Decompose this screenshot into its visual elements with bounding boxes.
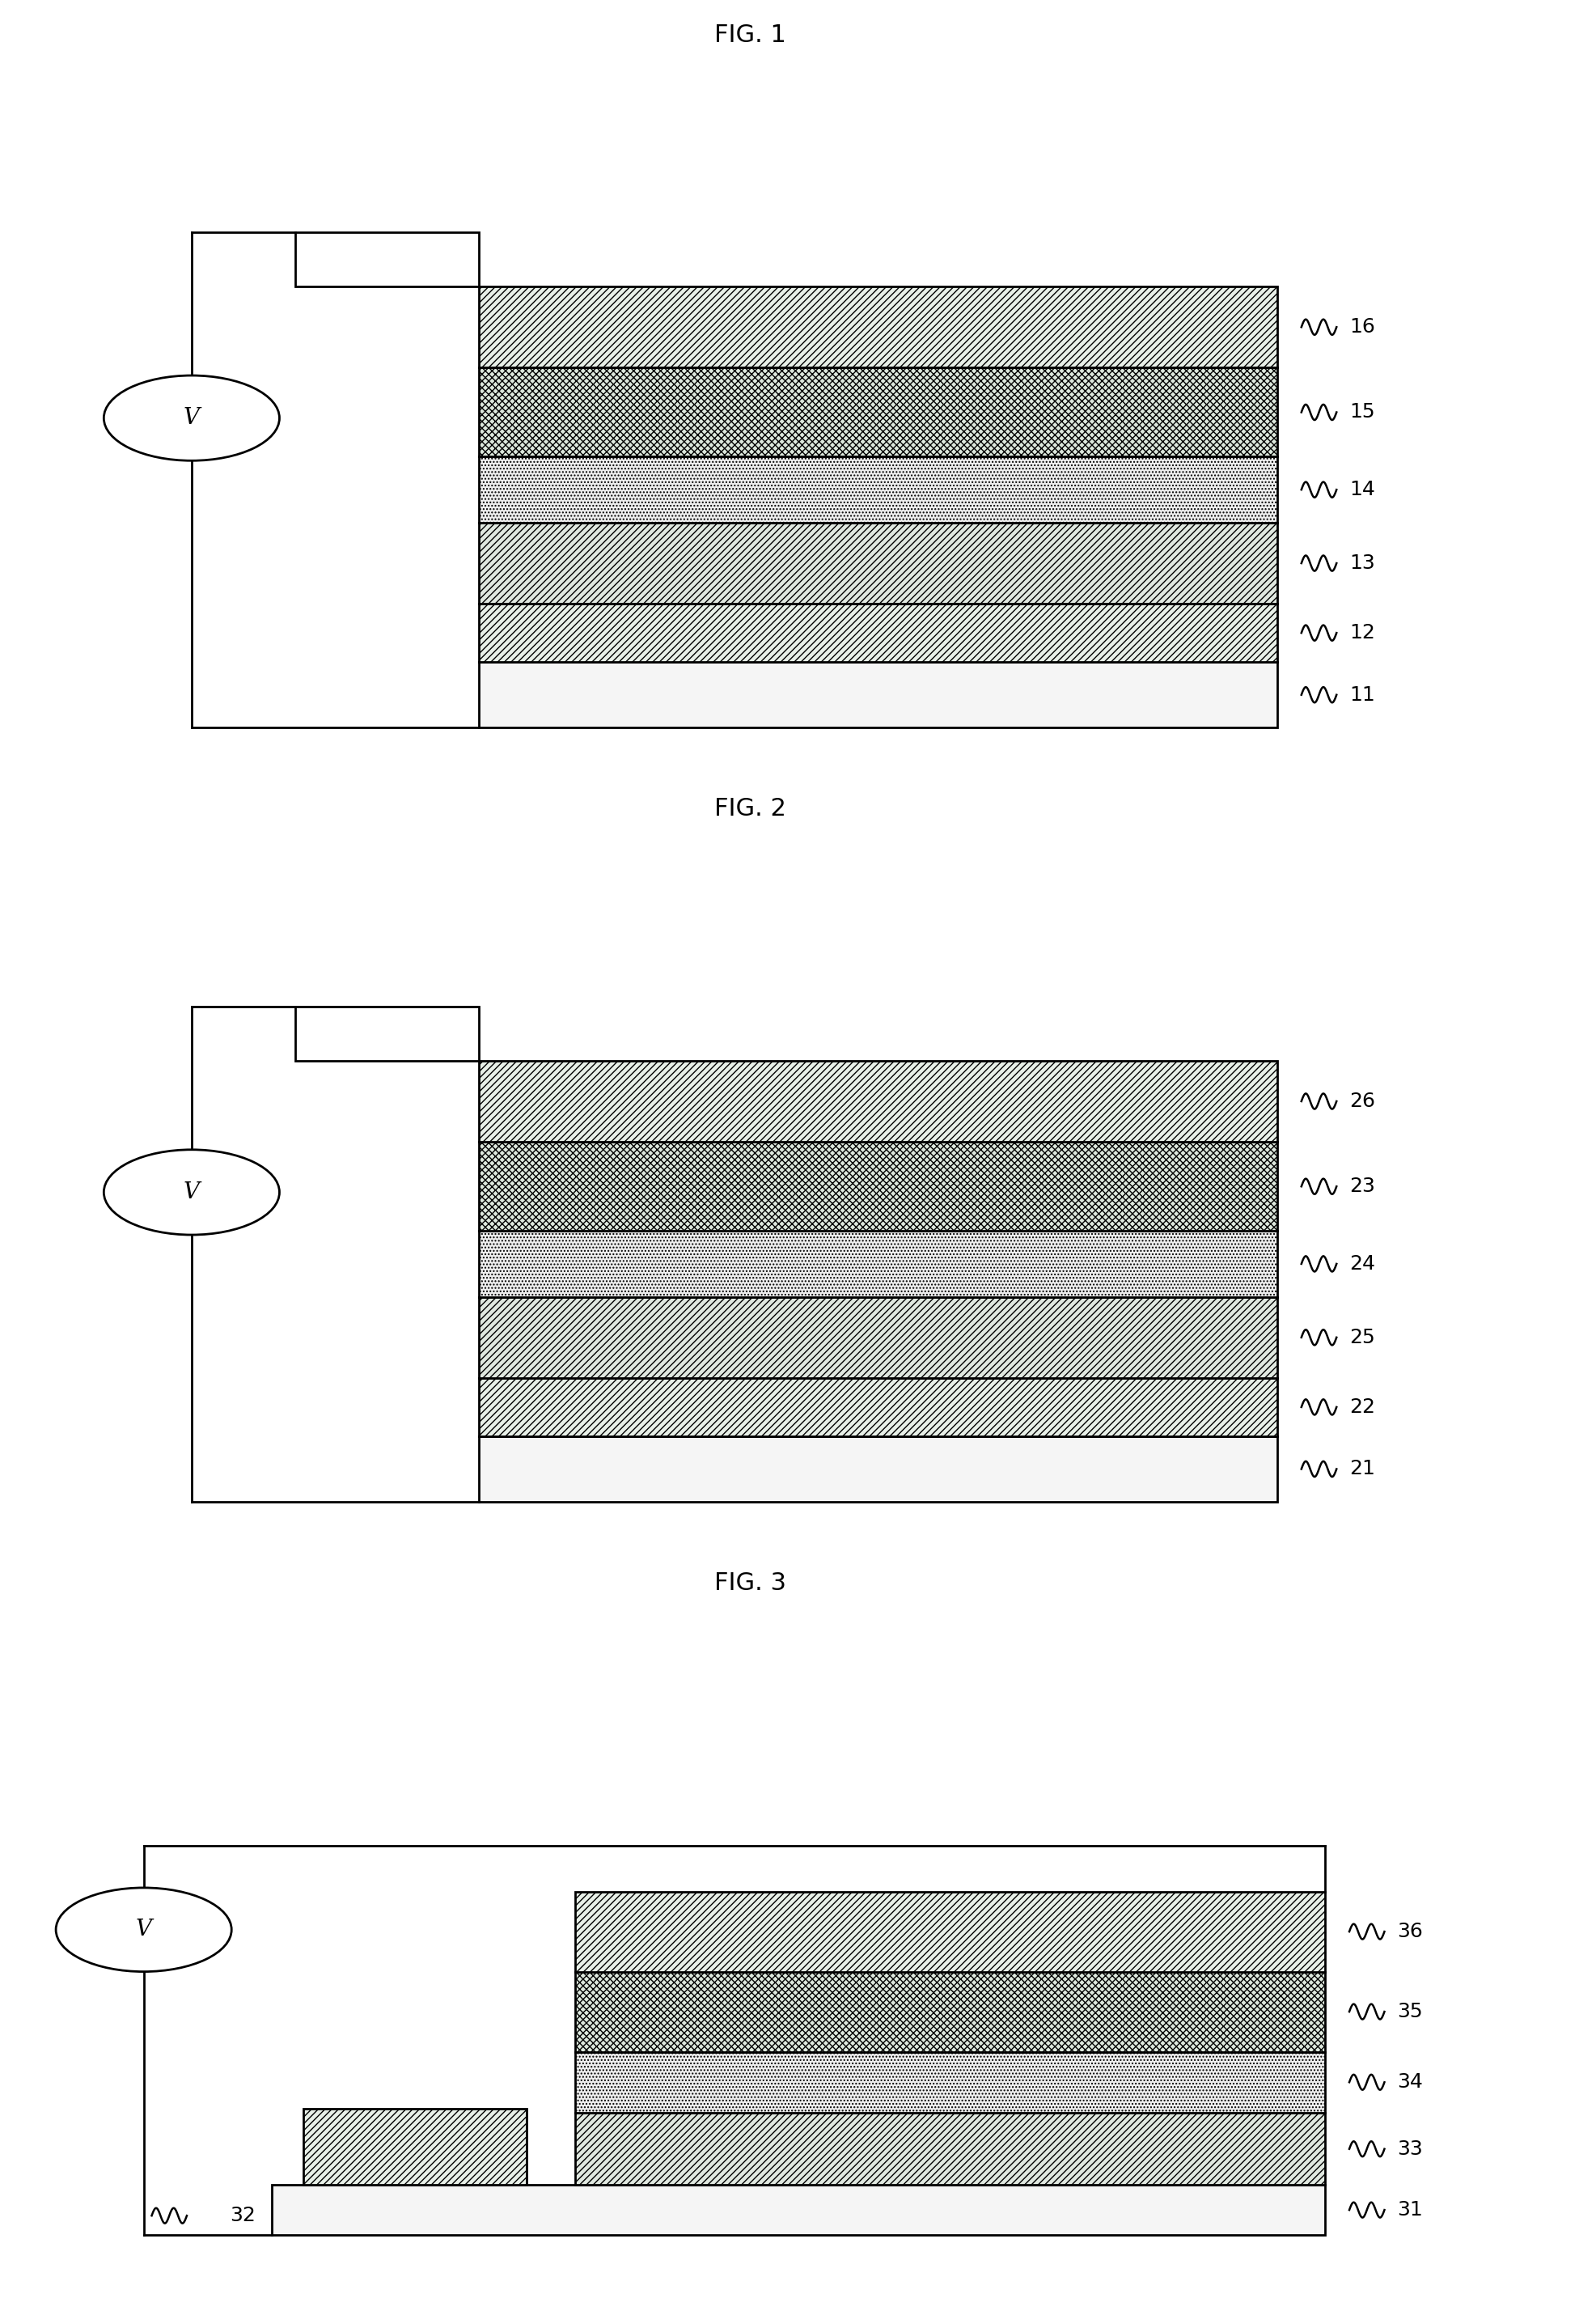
Bar bbox=[479, 1061, 1277, 1142]
Bar bbox=[575, 1971, 1325, 2052]
Bar bbox=[479, 367, 1277, 458]
Bar bbox=[479, 1435, 1277, 1502]
Text: 16: 16 bbox=[1349, 317, 1374, 337]
Text: FIG. 1: FIG. 1 bbox=[713, 23, 787, 46]
Bar bbox=[479, 661, 1277, 728]
Bar bbox=[479, 1377, 1277, 1435]
Bar bbox=[575, 1890, 1325, 1971]
Bar bbox=[479, 287, 1277, 367]
Circle shape bbox=[56, 1888, 231, 1971]
Text: V: V bbox=[184, 407, 200, 430]
Bar bbox=[303, 2110, 527, 2186]
Bar bbox=[479, 1142, 1277, 1232]
Bar bbox=[479, 522, 1277, 603]
Text: V: V bbox=[184, 1181, 200, 1204]
Bar bbox=[295, 233, 479, 287]
Text: 11: 11 bbox=[1349, 684, 1374, 705]
Text: 36: 36 bbox=[1396, 1923, 1422, 1941]
Bar bbox=[479, 1296, 1277, 1377]
Bar bbox=[479, 458, 1277, 522]
Text: 13: 13 bbox=[1349, 555, 1374, 573]
Text: 21: 21 bbox=[1349, 1458, 1374, 1479]
Circle shape bbox=[104, 374, 279, 460]
Text: 22: 22 bbox=[1349, 1398, 1374, 1417]
Text: 23: 23 bbox=[1349, 1176, 1374, 1197]
Circle shape bbox=[104, 1149, 279, 1234]
Bar bbox=[575, 2052, 1325, 2112]
Text: 25: 25 bbox=[1349, 1329, 1374, 1347]
Bar bbox=[479, 1232, 1277, 1296]
Text: FIG. 2: FIG. 2 bbox=[713, 797, 787, 820]
Text: 14: 14 bbox=[1349, 481, 1374, 499]
Bar bbox=[271, 2186, 1325, 2235]
Text: 34: 34 bbox=[1396, 2073, 1422, 2091]
Bar bbox=[479, 603, 1277, 661]
Text: 32: 32 bbox=[230, 2207, 255, 2225]
Bar bbox=[295, 1008, 479, 1061]
Text: 24: 24 bbox=[1349, 1255, 1374, 1273]
Text: V: V bbox=[136, 1918, 152, 1941]
Text: 35: 35 bbox=[1396, 2001, 1422, 2022]
Text: 33: 33 bbox=[1396, 2140, 1422, 2158]
Bar bbox=[575, 2112, 1325, 2186]
Text: 12: 12 bbox=[1349, 624, 1374, 642]
Text: 15: 15 bbox=[1349, 402, 1374, 423]
Text: FIG. 3: FIG. 3 bbox=[713, 1571, 787, 1595]
Text: 26: 26 bbox=[1349, 1091, 1374, 1112]
Text: 31: 31 bbox=[1396, 2200, 1422, 2219]
